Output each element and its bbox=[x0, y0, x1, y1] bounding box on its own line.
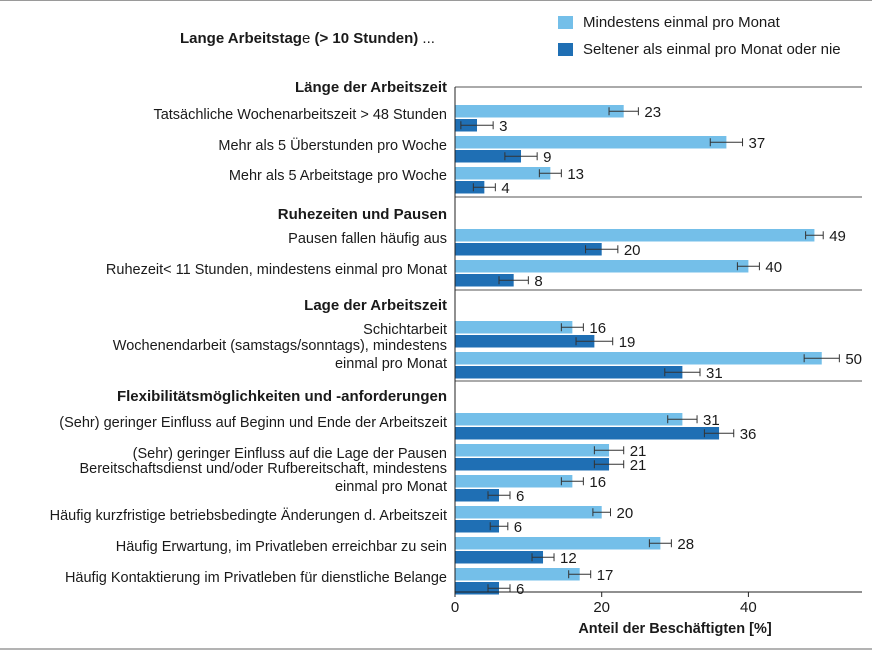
value-label: 40 bbox=[765, 259, 782, 276]
value-label: 20 bbox=[624, 242, 641, 259]
category-label: Häufig Erwartung, im Privatleben erreich… bbox=[116, 539, 447, 555]
bar-rarely bbox=[455, 520, 500, 533]
value-label: 28 bbox=[677, 536, 694, 553]
bar-monthly bbox=[455, 444, 610, 457]
value-label: 36 bbox=[740, 426, 757, 443]
bar-rarely bbox=[455, 551, 544, 564]
bar-monthly bbox=[455, 105, 624, 118]
category-label: Häufig Kontaktierung im Privatleben für … bbox=[65, 570, 447, 586]
bar-monthly bbox=[455, 136, 727, 149]
value-label: 19 bbox=[619, 334, 636, 351]
bar-monthly bbox=[455, 229, 815, 242]
x-tick-label: 40 bbox=[740, 599, 757, 616]
x-tick-label: 20 bbox=[593, 599, 610, 616]
group-header-1: Länge der Arbeitszeit bbox=[295, 79, 447, 96]
legend-label-1: Mindestens einmal pro Monat bbox=[583, 14, 781, 31]
value-label: 20 bbox=[617, 505, 634, 522]
group-header-4: Flexibilitätsmöglichkeiten und -anforder… bbox=[117, 388, 447, 405]
category-label: Pausen fallen häufig aus bbox=[288, 231, 447, 247]
value-label: 6 bbox=[516, 581, 524, 598]
value-label: 31 bbox=[703, 412, 720, 429]
category-label: (Sehr) geringer Einfluss auf die Lage de… bbox=[133, 446, 447, 462]
category-label: Ruhezeit< 11 Stunden, mindestens einmal … bbox=[106, 262, 447, 278]
legend-swatch-2 bbox=[558, 43, 573, 56]
bar-rarely bbox=[455, 427, 720, 440]
legend-swatch-1 bbox=[558, 16, 573, 29]
value-label: 21 bbox=[630, 443, 647, 460]
value-label: 6 bbox=[514, 519, 522, 536]
bar-monthly bbox=[455, 352, 822, 365]
value-label: 16 bbox=[589, 474, 606, 491]
value-label: 50 bbox=[845, 351, 862, 368]
category-label: Schichtarbeit bbox=[363, 322, 447, 338]
category-label: Bereitschaftsdienst und/oder Rufbereitsc… bbox=[79, 461, 447, 477]
category-label: Mehr als 5 Überstunden pro Woche bbox=[218, 136, 447, 154]
value-label: 23 bbox=[644, 104, 661, 121]
value-label: 8 bbox=[534, 273, 542, 290]
x-tick-label: 0 bbox=[451, 599, 459, 616]
bar-rarely bbox=[455, 458, 610, 471]
bar-rarely bbox=[455, 366, 683, 379]
value-label: 37 bbox=[749, 135, 766, 152]
value-label: 9 bbox=[543, 149, 551, 166]
title-ellipsis: ... bbox=[422, 30, 435, 47]
bar-rarely bbox=[455, 181, 485, 194]
bar-monthly bbox=[455, 260, 749, 273]
title-bold-part: Lange Arbeitstag bbox=[180, 30, 302, 47]
chart-title: Lange Arbeitstage (> 10 Stunden) ... bbox=[180, 30, 435, 47]
legend-label-2: Seltener als einmal pro Monat oder nie bbox=[583, 41, 841, 58]
group-header-2: Ruhezeiten und Pausen bbox=[278, 206, 447, 223]
category-label: Wochenendarbeit (samstags/sonntags), min… bbox=[113, 338, 447, 354]
bar-monthly bbox=[455, 537, 661, 550]
category-label: Mehr als 5 Arbeitstage pro Woche bbox=[229, 168, 447, 184]
value-label: 21 bbox=[630, 457, 647, 474]
bar-monthly bbox=[455, 413, 683, 426]
bar-monthly bbox=[455, 506, 602, 519]
value-label: 16 bbox=[589, 320, 606, 337]
category-label: Tatsächliche Wochenarbeitszeit > 48 Stun… bbox=[153, 107, 447, 123]
bar-monthly bbox=[455, 167, 551, 180]
bar-rarely bbox=[455, 335, 595, 348]
category-label: einmal pro Monat bbox=[335, 479, 447, 495]
title-bold-part-2: (> 10 Stunden) bbox=[310, 30, 422, 47]
value-label: 4 bbox=[501, 180, 509, 197]
value-label: 6 bbox=[516, 488, 524, 505]
bar-monthly bbox=[455, 321, 573, 334]
x-axis-label: Anteil der Beschäftigten [%] bbox=[578, 621, 772, 637]
category-label: (Sehr) geringer Einfluss auf Beginn und … bbox=[59, 415, 447, 431]
value-label: 31 bbox=[706, 365, 723, 382]
value-label: 3 bbox=[499, 118, 507, 135]
bar-rarely bbox=[455, 243, 602, 256]
category-label: Häufig kurzfristige betriebsbedingte Änd… bbox=[50, 507, 447, 524]
value-label: 12 bbox=[560, 550, 577, 567]
bar-monthly bbox=[455, 568, 580, 581]
category-label: einmal pro Monat bbox=[335, 356, 447, 372]
group-header-3: Lage der Arbeitszeit bbox=[304, 297, 447, 314]
value-label: 13 bbox=[567, 166, 584, 183]
title-regular-part: e bbox=[302, 30, 310, 47]
value-label: 17 bbox=[597, 567, 614, 584]
bar-monthly bbox=[455, 475, 573, 488]
value-label: 49 bbox=[829, 228, 846, 245]
